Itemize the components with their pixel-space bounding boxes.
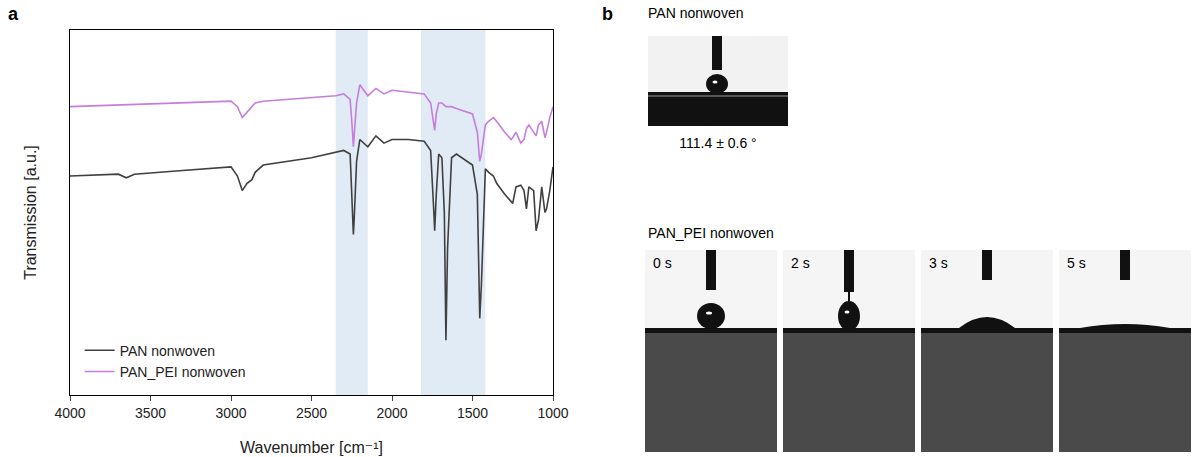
- svg-text:0 s: 0 s: [653, 255, 672, 271]
- svg-text:2500: 2500: [296, 405, 327, 421]
- svg-text:3000: 3000: [215, 405, 246, 421]
- svg-text:111.4 ± 0.6 °: 111.4 ± 0.6 °: [679, 135, 756, 151]
- svg-text:PAN_PEI nonwoven: PAN_PEI nonwoven: [648, 225, 774, 241]
- svg-text:3500: 3500: [135, 405, 166, 421]
- svg-text:4000: 4000: [54, 405, 85, 421]
- svg-text:3 s: 3 s: [929, 255, 948, 271]
- svg-text:Wavenumber [cm⁻¹]: Wavenumber [cm⁻¹]: [240, 439, 383, 456]
- svg-text:5 s: 5 s: [1067, 255, 1086, 271]
- svg-text:1000: 1000: [537, 405, 568, 421]
- svg-text:PAN_PEI nonwoven: PAN_PEI nonwoven: [120, 364, 246, 380]
- html-text:a: a: [8, 4, 18, 24]
- svg-text:2 s: 2 s: [791, 255, 810, 271]
- svg-text:b: b: [602, 4, 613, 24]
- svg-text:PAN nonwoven: PAN nonwoven: [648, 5, 743, 21]
- svg-text:2000: 2000: [376, 405, 407, 421]
- svg-text:Transmission [a.u.]: Transmission [a.u.]: [22, 145, 39, 280]
- svg-text:PAN nonwoven: PAN nonwoven: [120, 343, 215, 359]
- svg-text:1500: 1500: [457, 405, 488, 421]
